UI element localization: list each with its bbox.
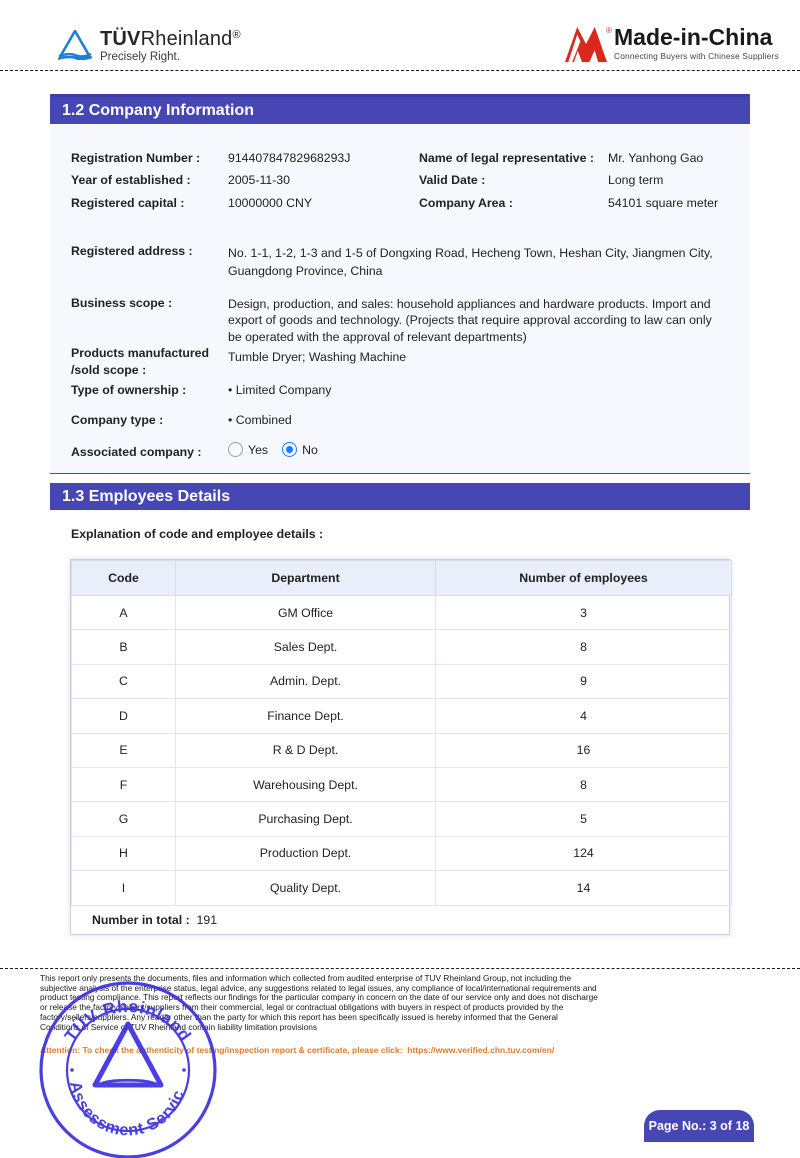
svg-text:TÜV Rheinland: TÜV Rheinland (61, 997, 195, 1045)
